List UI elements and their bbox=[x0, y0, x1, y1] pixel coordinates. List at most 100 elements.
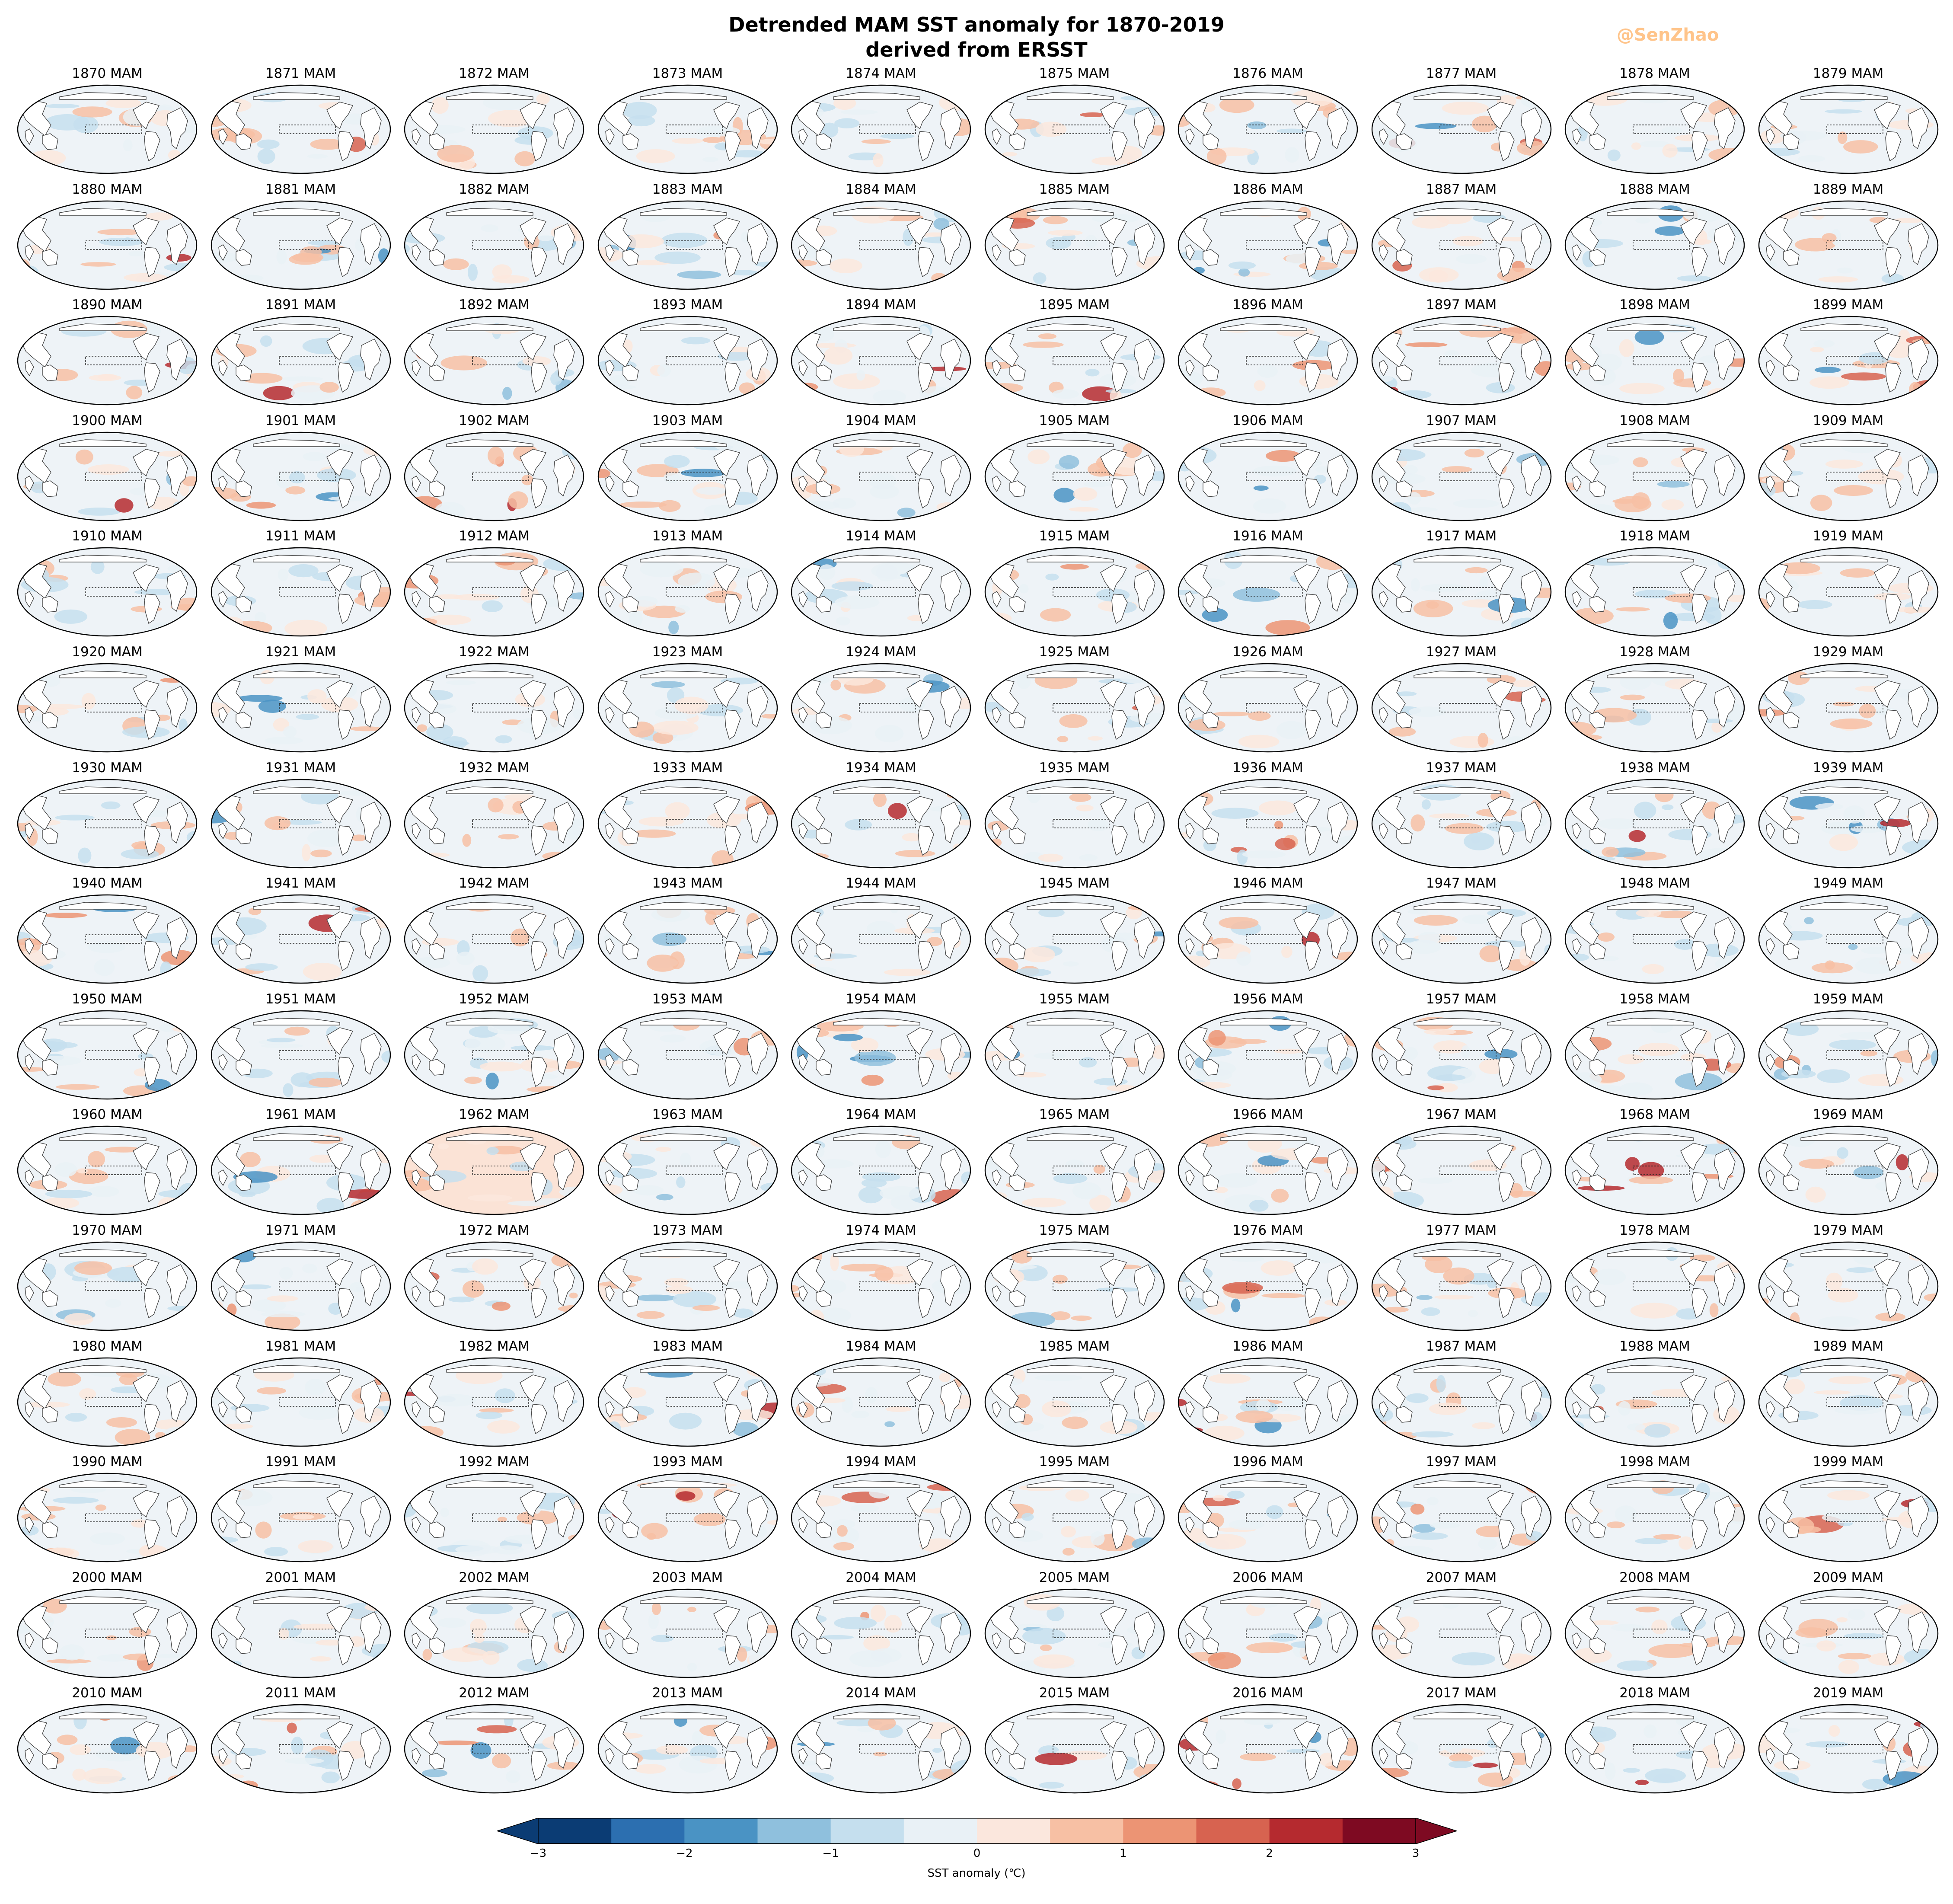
panel-label: 1970 MAM bbox=[72, 1223, 143, 1238]
sst-anomaly-map bbox=[791, 779, 971, 868]
map-panel: 1919 MAM bbox=[1758, 528, 1939, 639]
map-panel: 1979 MAM bbox=[1758, 1223, 1939, 1333]
sst-anomaly-map bbox=[597, 1588, 778, 1678]
map-panel: 1968 MAM bbox=[1564, 1107, 1746, 1217]
sst-anomaly-map bbox=[17, 1241, 198, 1331]
map-panel: 1894 MAM bbox=[790, 297, 972, 407]
panel-label: 1894 MAM bbox=[846, 297, 916, 313]
panel-label: 1880 MAM bbox=[72, 181, 143, 197]
panel-label: 1875 MAM bbox=[1039, 66, 1110, 81]
sst-anomaly-map bbox=[1758, 431, 1938, 521]
colorbar-segment bbox=[903, 1818, 977, 1844]
map-panel: 1902 MAM bbox=[403, 413, 585, 523]
title-line-1: Detrended MAM SST anomaly for 1870-2019 bbox=[728, 13, 1225, 36]
map-panel: 1971 MAM bbox=[210, 1223, 392, 1333]
sst-anomaly-map bbox=[17, 547, 198, 637]
sst-anomaly-map bbox=[1564, 316, 1745, 406]
panel-label: 1924 MAM bbox=[846, 644, 916, 660]
map-panel: 2006 MAM bbox=[1177, 1570, 1359, 1680]
sst-anomaly-map bbox=[211, 84, 391, 174]
map-panel: 1960 MAM bbox=[16, 1107, 198, 1217]
map-panel: 1951 MAM bbox=[210, 991, 392, 1102]
sst-anomaly-map bbox=[1564, 663, 1745, 753]
panel-label: 1990 MAM bbox=[72, 1454, 143, 1470]
panel-label: 1887 MAM bbox=[1426, 181, 1497, 197]
map-panel: 1922 MAM bbox=[403, 644, 585, 754]
sst-anomaly-map bbox=[404, 1126, 584, 1215]
sst-anomaly-map bbox=[984, 84, 1165, 174]
sst-anomaly-map bbox=[211, 663, 391, 753]
panel-label: 2006 MAM bbox=[1232, 1569, 1303, 1585]
sst-anomaly-map bbox=[1371, 1357, 1551, 1447]
panel-label: 1961 MAM bbox=[265, 1107, 336, 1123]
sst-anomaly-map bbox=[597, 200, 778, 290]
colorbar-extend-min bbox=[497, 1818, 539, 1844]
sst-anomaly-map bbox=[1371, 1588, 1551, 1678]
panel-label: 1886 MAM bbox=[1232, 181, 1303, 197]
sst-anomaly-map bbox=[1758, 1241, 1938, 1331]
panel-label: 2000 MAM bbox=[72, 1569, 143, 1585]
map-panel: 1997 MAM bbox=[1371, 1454, 1552, 1564]
sst-anomaly-map bbox=[597, 894, 778, 984]
map-panel: 1961 MAM bbox=[210, 1107, 392, 1217]
panel-label: 1917 MAM bbox=[1426, 528, 1497, 544]
map-panel: 1942 MAM bbox=[403, 875, 585, 986]
sst-anomaly-map bbox=[1178, 84, 1358, 174]
panel-label: 1943 MAM bbox=[652, 875, 723, 891]
sst-anomaly-map bbox=[984, 1357, 1165, 1447]
panel-label: 1926 MAM bbox=[1232, 644, 1303, 660]
colorbar-tick-label: −3 bbox=[530, 1847, 547, 1860]
sst-anomaly-map bbox=[791, 1473, 971, 1562]
sst-anomaly-map bbox=[1758, 1588, 1938, 1678]
sst-anomaly-map bbox=[1371, 894, 1551, 984]
map-panel: 1975 MAM bbox=[984, 1223, 1165, 1333]
sst-anomaly-map bbox=[1178, 1010, 1358, 1099]
map-panel: 1940 MAM bbox=[16, 875, 198, 986]
map-panel: 1877 MAM bbox=[1371, 66, 1552, 176]
map-panel: 1962 MAM bbox=[403, 1107, 585, 1217]
map-panel: 1935 MAM bbox=[984, 760, 1165, 870]
panel-label: 1981 MAM bbox=[265, 1338, 336, 1354]
sst-anomaly-map bbox=[597, 1010, 778, 1099]
panel-label: 2003 MAM bbox=[652, 1569, 723, 1585]
sst-anomaly-map bbox=[1371, 1473, 1551, 1562]
sst-anomaly-map bbox=[1371, 779, 1551, 868]
sst-anomaly-map bbox=[984, 663, 1165, 753]
map-panel: 1884 MAM bbox=[790, 182, 972, 292]
map-panel: 1973 MAM bbox=[597, 1223, 779, 1333]
sst-anomaly-map bbox=[984, 431, 1165, 521]
map-panel: 2019 MAM bbox=[1758, 1685, 1939, 1795]
panel-label: 1877 MAM bbox=[1426, 66, 1497, 81]
sst-anomaly-map bbox=[597, 663, 778, 753]
watermark-text: @SenZhao bbox=[1617, 25, 1719, 45]
map-panel: 1910 MAM bbox=[16, 528, 198, 639]
map-panel: 1950 MAM bbox=[16, 991, 198, 1102]
map-panel: 1918 MAM bbox=[1564, 528, 1746, 639]
sst-anomaly-map bbox=[404, 779, 584, 868]
sst-anomaly-map bbox=[211, 1126, 391, 1215]
panel-label: 1949 MAM bbox=[1813, 875, 1884, 891]
sst-anomaly-map bbox=[984, 779, 1165, 868]
sst-anomaly-map bbox=[1758, 779, 1938, 868]
panel-label: 1977 MAM bbox=[1426, 1223, 1497, 1238]
panel-label: 1945 MAM bbox=[1039, 875, 1110, 891]
panel-label: 1956 MAM bbox=[1232, 991, 1303, 1007]
panel-label: 1882 MAM bbox=[459, 181, 530, 197]
map-panel: 1934 MAM bbox=[790, 760, 972, 870]
sst-anomaly-map bbox=[1371, 1010, 1551, 1099]
map-panel: 1889 MAM bbox=[1758, 182, 1939, 292]
panel-label: 1944 MAM bbox=[846, 875, 916, 891]
panel-label: 1991 MAM bbox=[265, 1454, 336, 1470]
panel-label: 1971 MAM bbox=[265, 1223, 336, 1238]
panel-label: 1986 MAM bbox=[1232, 1338, 1303, 1354]
sst-anomaly-map bbox=[1371, 431, 1551, 521]
map-panel: 1878 MAM bbox=[1564, 66, 1746, 176]
sst-anomaly-map bbox=[17, 1588, 198, 1678]
panel-label: 1902 MAM bbox=[459, 412, 530, 428]
map-panel: 1896 MAM bbox=[1177, 297, 1359, 407]
title-line-2: derived from ERSST bbox=[865, 38, 1088, 61]
panel-label: 1967 MAM bbox=[1426, 1107, 1497, 1123]
panel-label: 1966 MAM bbox=[1232, 1107, 1303, 1123]
map-panel: 1953 MAM bbox=[597, 991, 779, 1102]
map-panel: 1872 MAM bbox=[403, 66, 585, 176]
